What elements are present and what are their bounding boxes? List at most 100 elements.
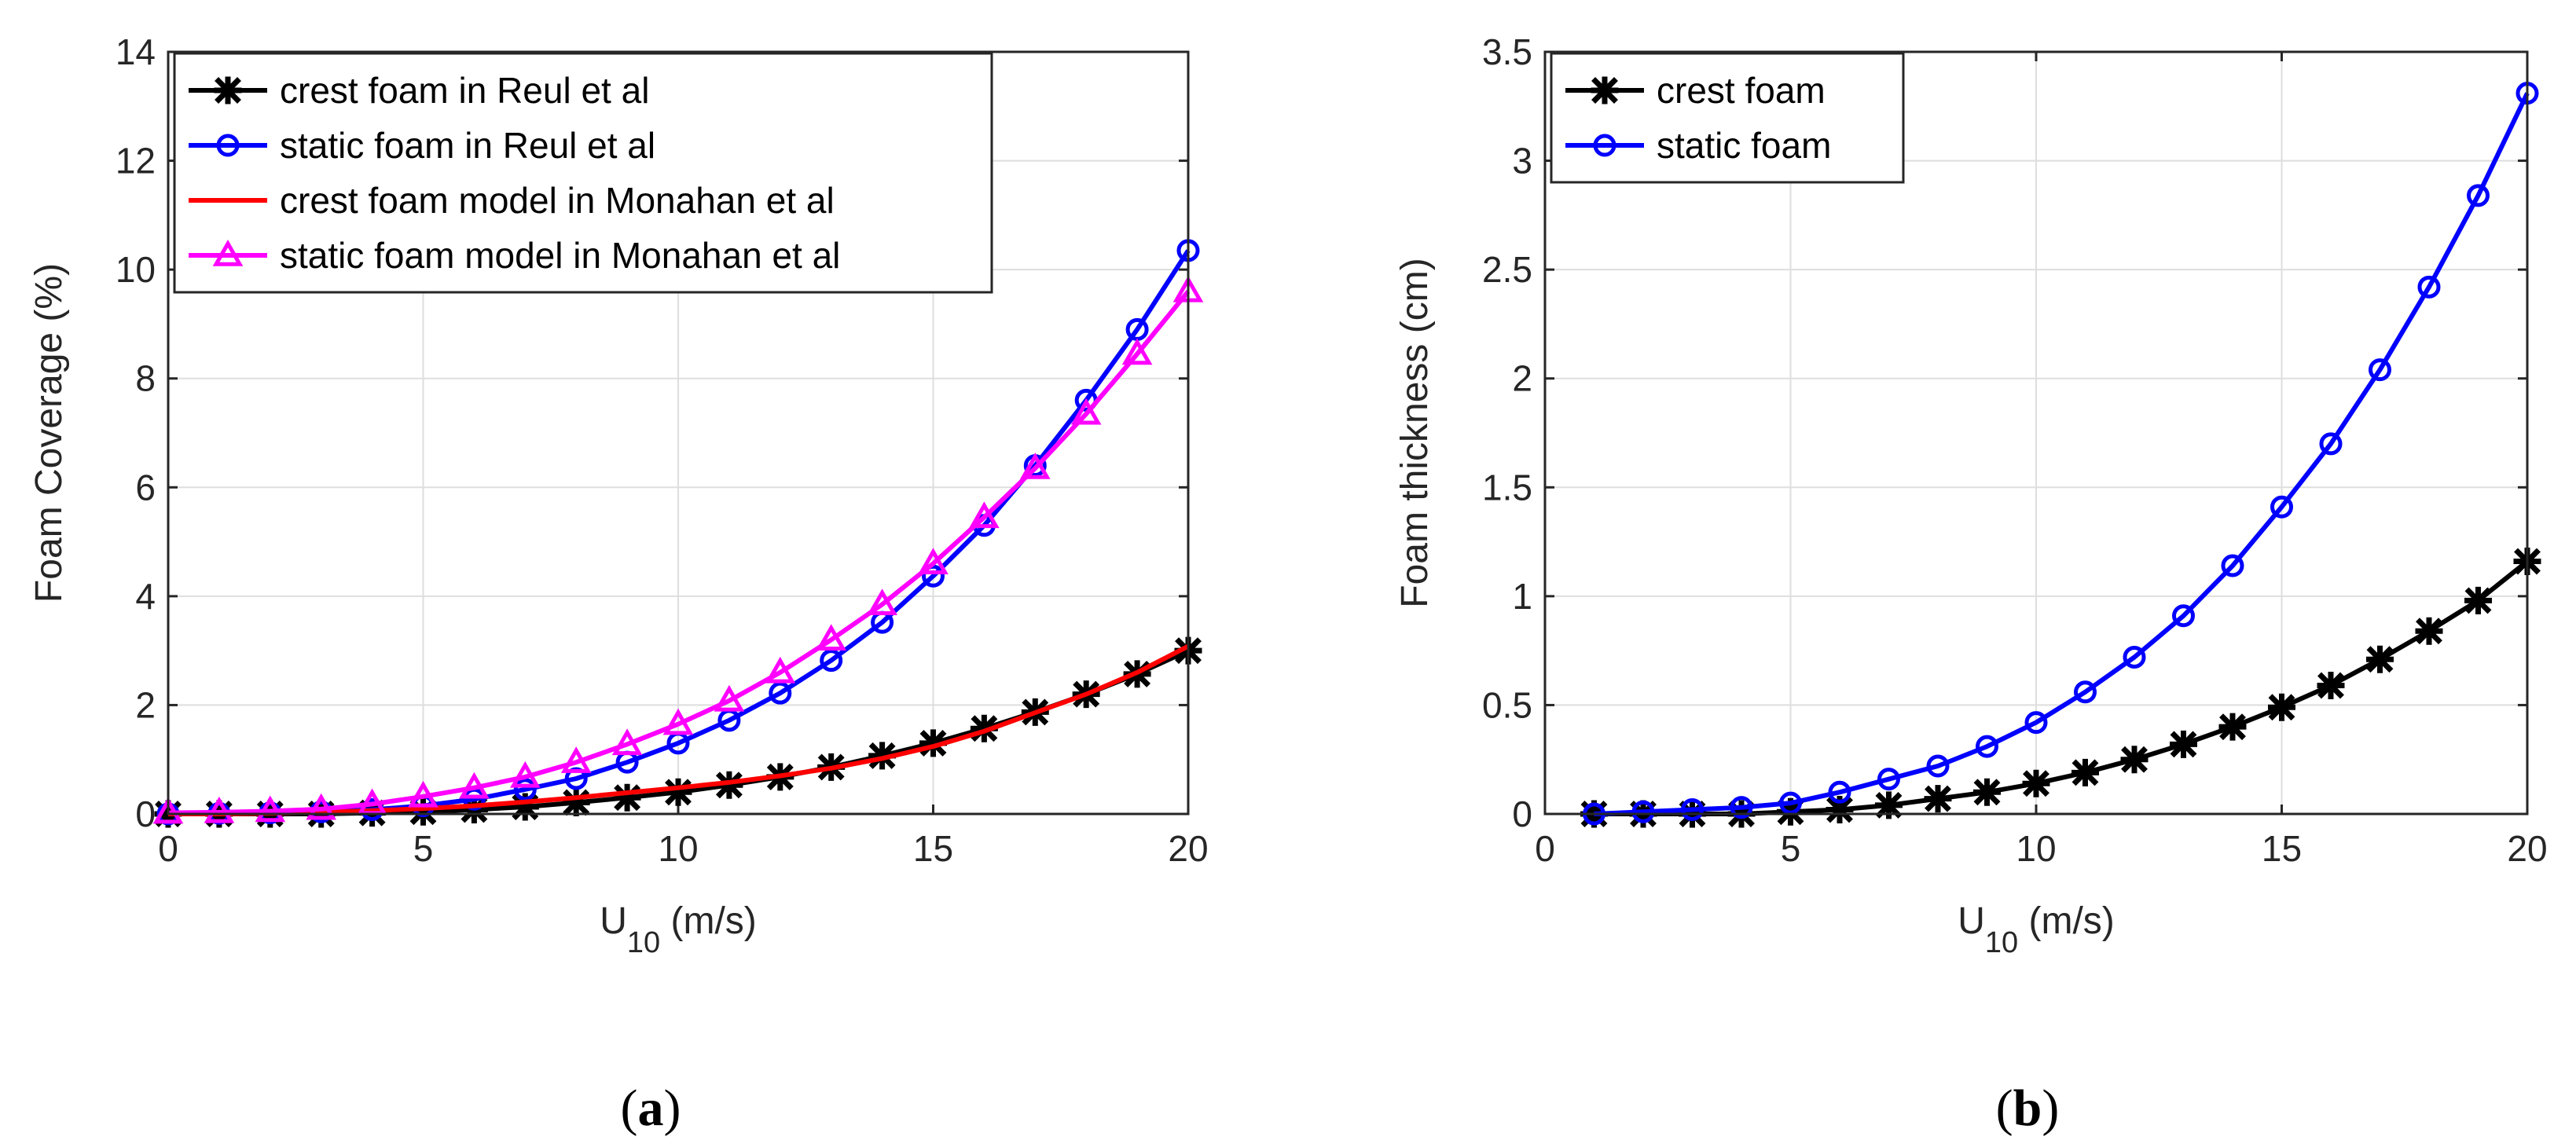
data-point [1631,800,1655,823]
data-point [2221,554,2244,577]
y-tick-label: 1.5 [1482,467,1532,508]
x-axis-label-subscript: 10 [1985,926,2018,959]
data-point [562,788,590,816]
x-axis-label: U10 (m/s) [1958,900,2115,959]
y-tick-label: 2.5 [1482,249,1532,290]
series-line [167,290,1191,816]
legend-marker [214,76,242,104]
x-tick-label: 5 [413,828,434,869]
y-tick-label: 0 [1512,794,1532,834]
data-point [509,761,541,788]
data-point [409,797,437,826]
data-point [919,729,947,757]
x-axis-label-main: U [1958,900,1985,942]
data-point [1828,780,1851,804]
series-line [168,643,1190,816]
legend-label: static foam model in Monahan et al [280,235,840,276]
y-tick-label: 6 [135,467,156,508]
data-point [459,772,490,799]
data-point [2172,604,2195,628]
x-axis-label: U10 (m/s) [600,900,757,959]
data-point [1681,797,1704,821]
x-tick-label: 20 [1168,828,1208,869]
data-point [1926,754,1950,778]
x-tick-label: 10 [658,828,698,869]
data-point [2467,184,2490,207]
y-tick-label: 14 [116,31,156,72]
x-tick-label: 20 [2507,828,2547,869]
data-point [2366,645,2394,673]
data-point [408,780,439,808]
y-tick-label: 8 [135,358,156,399]
legend-label: crest foam in Reul et al [280,70,649,111]
data-point [868,742,897,770]
data-point [2268,693,2295,721]
y-tick-label: 10 [116,249,156,290]
data-point [204,796,235,823]
legend-entry: static foam in Reul et al [189,125,655,166]
x-axis-label-unit: (m/s) [2018,900,2115,942]
data-point [715,771,743,799]
data-point [1875,791,1903,819]
y-tick-label: 3.5 [1482,31,1532,72]
axes-box [167,50,1190,816]
data-point [152,797,184,824]
y-axis-label: Foam Coverage (%) [28,263,70,603]
data-point [714,684,745,712]
data-point [969,501,1000,529]
legend-marker [1591,76,1619,104]
x-tick-label: 15 [2262,828,2302,869]
data-point [2120,746,2149,774]
y-axis-label: Foam thickness (cm) [1394,258,1436,607]
data-point [611,728,643,756]
panel-label: (b) [1996,1080,2060,1137]
series-crest-foam-model-in-monahan-et-al [168,643,1190,816]
data-point [1877,768,1900,791]
data-point [769,681,792,705]
data-point [613,783,641,812]
data-point [1924,785,1952,813]
data-point [662,708,694,735]
y-tick-label: 12 [116,141,156,181]
legend-entry: crest foam in Reul et al [189,70,649,111]
y-tick-label: 1 [1512,576,1532,617]
series-static-foam [1583,82,2539,826]
data-point [2218,713,2247,741]
y-tick-label: 0.5 [1482,684,1532,725]
data-point [2071,758,2099,786]
data-point [2024,711,2048,735]
legend-label: crest foam model in Monahan et al [280,180,835,221]
y-tick-label: 2 [1512,358,1532,399]
data-point [664,778,692,806]
legend-label: static foam in Reul et al [280,125,655,166]
x-axis-label-subscript: 10 [627,926,660,959]
x-axis-label-unit: (m/s) [660,900,757,942]
data-point [1976,735,1998,758]
chart-panel-a: 0 5 10 15 20 0 2 4 6 8 10 12 14 crest foam in Reul et… [28,31,1209,1137]
axes-box [1543,50,2529,816]
data-point [1019,452,1051,479]
data-point [255,795,286,823]
data-point [2123,645,2146,669]
data-point [970,714,998,742]
data-point [1779,791,1802,815]
legend-marker [216,134,240,157]
data-point [1973,778,2001,806]
data-point [2464,586,2492,614]
data-point [820,649,843,673]
data-point [560,746,592,773]
data-point [922,564,945,588]
data-point [2074,680,2097,704]
data-point [2415,617,2443,645]
x-tick-label: 5 [1781,828,1801,869]
legend-label: static foam [1657,125,1831,166]
x-tick-label: 0 [1535,828,1555,869]
x-tick-label: 15 [913,828,953,869]
legend-entry: static foam [1565,125,1831,166]
x-tick-label: 0 [158,828,178,869]
data-point [2270,495,2293,519]
y-tick-label: 2 [135,684,156,725]
chart-panel-b: 0 5 10 15 20 0 0.5 1 1.5 2 2.5 3 3.5 crest foam static… [1394,31,2548,1137]
data-point [1070,398,1102,425]
